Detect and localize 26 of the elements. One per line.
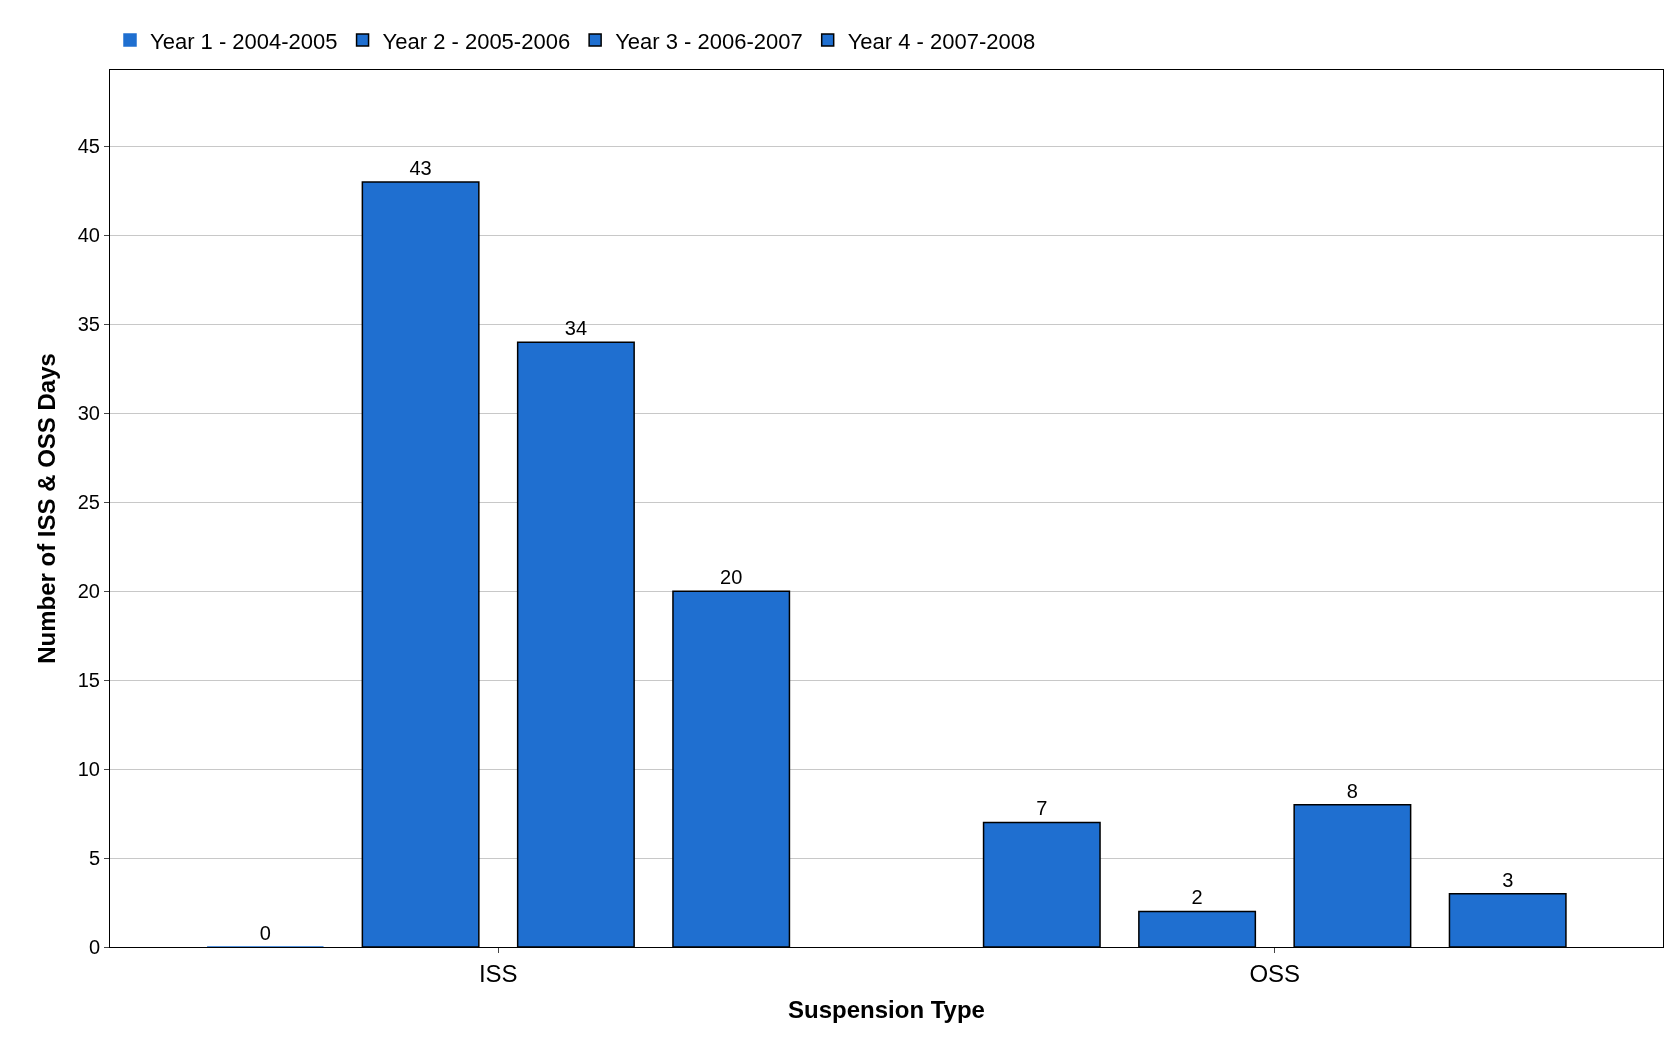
y-tick-label: 0 (88, 936, 100, 958)
data-label: 0 (259, 922, 271, 944)
y-tick-label: 15 (77, 669, 100, 692)
y-tick-label: 5 (88, 847, 100, 870)
y-tick-label: 45 (77, 135, 100, 158)
data-label: 43 (409, 157, 432, 180)
data-label: 20 (720, 566, 743, 589)
data-label: 3 (1502, 868, 1514, 891)
legend-label: Year 4 - 2007-2008 (847, 28, 1036, 54)
y-tick-label: 25 (77, 491, 100, 514)
y-tick-label: 40 (77, 224, 100, 247)
data-label: 8 (1346, 779, 1358, 802)
y-axis-title: Number of ISS & OSS Days (32, 353, 60, 664)
y-tick-label: 35 (77, 313, 100, 336)
data-label: 34 (564, 317, 588, 340)
y-tick-label: 20 (77, 580, 100, 603)
x-axis-title: Suspension Type (788, 996, 985, 1024)
y-tick-label: 10 (77, 758, 100, 781)
x-tick-label: OSS (1249, 959, 1301, 987)
y-tick-label: 30 (77, 402, 100, 425)
legend-label: Year 1 - 2004-2005 (150, 28, 338, 54)
data-label: 7 (1036, 797, 1048, 820)
x-tick-label: ISS (478, 959, 518, 987)
legend-label: Year 2 - 2005-2006 (382, 28, 571, 54)
legend-label: Year 3 - 2006-2007 (615, 28, 803, 54)
data-label: 2 (1191, 886, 1203, 909)
